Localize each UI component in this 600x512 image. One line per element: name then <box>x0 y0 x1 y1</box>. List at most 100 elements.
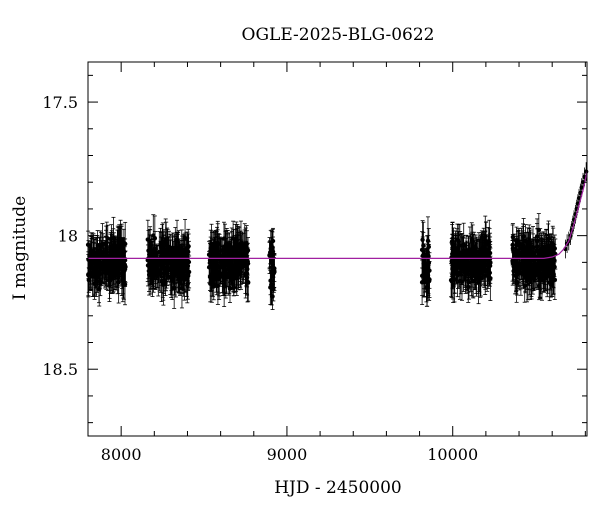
data-point <box>233 239 238 244</box>
data-point <box>100 264 105 270</box>
data-point <box>117 261 122 266</box>
data-point <box>527 278 533 283</box>
data-point <box>269 249 274 254</box>
data-point <box>95 275 100 280</box>
data-point <box>209 273 214 279</box>
data-point <box>172 271 177 277</box>
data-point <box>91 257 96 262</box>
data-point <box>424 284 430 290</box>
data-point <box>111 235 116 241</box>
data-point <box>185 283 190 288</box>
data-point <box>545 274 550 279</box>
data-point <box>522 283 527 289</box>
data-point <box>552 258 557 263</box>
y-axis-label: I magnitude <box>10 196 30 300</box>
y-tick-label: 18.5 <box>42 360 78 379</box>
data-point <box>538 251 544 257</box>
data-point <box>228 261 234 266</box>
data-point <box>159 244 164 250</box>
data-point <box>512 252 518 257</box>
data-point <box>178 271 184 277</box>
data-point <box>466 279 472 285</box>
data-point <box>476 272 481 278</box>
data-point <box>422 275 428 280</box>
x-tick-label: 8000 <box>101 445 142 464</box>
data-point <box>420 253 425 258</box>
plot-area: 8000 9000 10000 17.5 18 18.5 <box>42 61 589 464</box>
data-point <box>98 250 103 255</box>
data-point <box>229 267 235 272</box>
data-point <box>245 261 251 266</box>
data-point <box>97 271 102 277</box>
data-point <box>463 262 468 268</box>
data-point <box>473 260 479 266</box>
data-point <box>86 277 91 283</box>
data-point <box>524 270 530 275</box>
data-point <box>186 269 191 275</box>
data-point <box>222 271 227 277</box>
x-tick-label: 9000 <box>267 445 308 464</box>
data-point <box>245 279 250 284</box>
data-point <box>485 253 490 259</box>
data-point <box>544 245 549 251</box>
data-point <box>109 259 114 264</box>
data-point <box>209 241 214 247</box>
data-point <box>449 259 455 265</box>
data-point <box>483 248 488 254</box>
data-point <box>212 256 218 262</box>
data-point <box>160 261 166 266</box>
model-curve <box>88 171 588 259</box>
data-point <box>105 236 110 241</box>
data-point <box>164 269 169 274</box>
data-point <box>174 268 180 273</box>
x-axis-label: HJD - 2450000 <box>274 478 402 498</box>
data-point <box>172 260 177 265</box>
data-point <box>235 258 240 263</box>
data-point <box>181 247 186 252</box>
data-point <box>451 243 456 248</box>
data-point <box>528 246 533 251</box>
data-point <box>103 269 108 274</box>
data-point <box>552 246 557 251</box>
data-point <box>546 236 551 241</box>
data-point <box>121 280 127 285</box>
data-point <box>529 253 534 258</box>
x-tick-label: 10000 <box>427 445 478 464</box>
data-point <box>511 259 516 264</box>
data-point <box>209 279 215 284</box>
data-point <box>174 237 180 242</box>
data-point <box>100 242 105 247</box>
plot-frame <box>87 61 588 437</box>
data-point <box>214 271 220 276</box>
data-point <box>487 260 493 265</box>
data-point <box>242 245 247 250</box>
data-point <box>171 285 177 291</box>
data-point <box>268 285 273 290</box>
data-point <box>117 249 122 254</box>
data-point <box>450 249 456 254</box>
data-point <box>518 252 524 258</box>
data-point <box>166 266 171 271</box>
data-point <box>149 258 155 264</box>
chart-title: OGLE-2025-BLG-0622 <box>242 25 435 45</box>
data-point <box>161 278 167 284</box>
data-point <box>215 242 220 247</box>
data-point <box>170 275 175 281</box>
data-point <box>213 249 219 254</box>
data-point <box>103 242 109 247</box>
data-point <box>221 236 227 241</box>
data-point <box>88 249 94 255</box>
data-point <box>479 249 485 255</box>
data-point <box>155 264 160 269</box>
data-point <box>219 248 224 253</box>
data-point <box>548 268 553 273</box>
data-point <box>163 242 169 247</box>
data-point <box>456 252 461 257</box>
data-point <box>521 258 526 263</box>
y-tick-label: 18 <box>58 227 78 246</box>
data-point <box>425 247 430 252</box>
data-point <box>531 274 536 280</box>
data-point <box>122 249 127 255</box>
y-tick-label: 17.5 <box>42 93 78 112</box>
